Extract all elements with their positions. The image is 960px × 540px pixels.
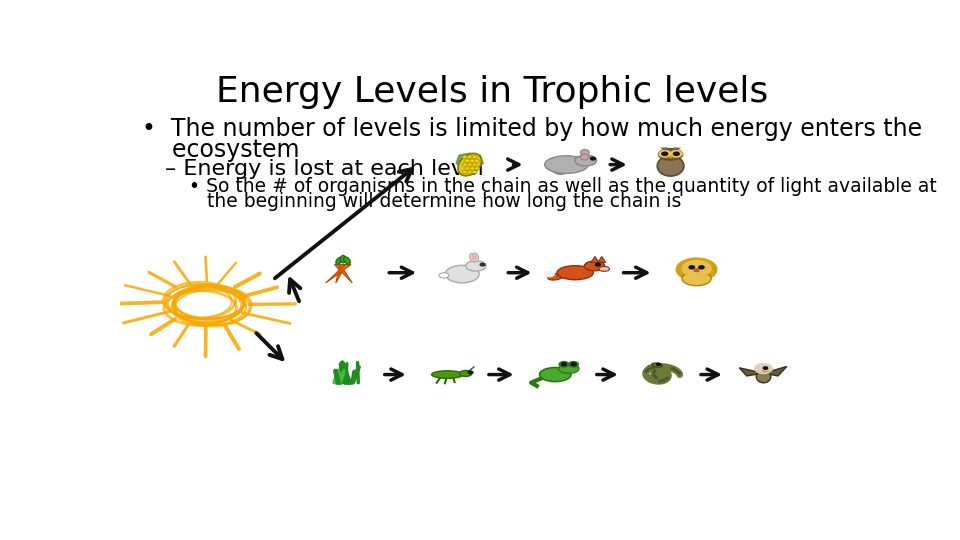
Ellipse shape — [340, 255, 347, 263]
Circle shape — [763, 367, 768, 369]
Ellipse shape — [469, 254, 476, 262]
Text: – Energy is lost at each level: – Energy is lost at each level — [165, 159, 484, 179]
Ellipse shape — [658, 156, 684, 176]
Text: •  The number of levels is limited by how much energy enters the: • The number of levels is limited by how… — [142, 117, 923, 141]
Circle shape — [439, 273, 448, 278]
Ellipse shape — [468, 171, 472, 174]
Polygon shape — [660, 147, 668, 150]
Polygon shape — [336, 265, 347, 283]
Polygon shape — [598, 256, 606, 262]
Circle shape — [568, 362, 579, 367]
Ellipse shape — [472, 253, 478, 262]
Ellipse shape — [659, 148, 683, 160]
Ellipse shape — [466, 261, 486, 271]
Ellipse shape — [557, 266, 593, 280]
Circle shape — [480, 263, 485, 266]
Ellipse shape — [463, 171, 468, 174]
Circle shape — [689, 266, 694, 269]
Circle shape — [590, 157, 595, 160]
Ellipse shape — [474, 159, 479, 163]
Ellipse shape — [469, 159, 474, 163]
Ellipse shape — [458, 153, 482, 176]
Ellipse shape — [581, 154, 589, 160]
Ellipse shape — [474, 167, 479, 170]
Polygon shape — [739, 368, 763, 376]
Ellipse shape — [559, 364, 579, 373]
Ellipse shape — [336, 257, 343, 264]
Text: ecosystem: ecosystem — [142, 138, 300, 161]
Circle shape — [571, 363, 576, 366]
Circle shape — [559, 362, 568, 367]
Circle shape — [683, 260, 711, 277]
Ellipse shape — [472, 163, 477, 166]
Ellipse shape — [652, 363, 662, 367]
Ellipse shape — [344, 257, 350, 264]
Ellipse shape — [460, 370, 471, 376]
Circle shape — [755, 364, 772, 374]
Circle shape — [676, 258, 717, 281]
Text: the beginning will determine how long the chain is: the beginning will determine how long th… — [165, 192, 681, 211]
Circle shape — [659, 151, 670, 157]
Circle shape — [595, 263, 600, 266]
Ellipse shape — [599, 266, 610, 271]
Circle shape — [544, 271, 554, 277]
Polygon shape — [763, 367, 787, 376]
Ellipse shape — [463, 163, 468, 166]
Ellipse shape — [683, 272, 711, 286]
Ellipse shape — [472, 156, 477, 159]
Ellipse shape — [548, 273, 564, 280]
Ellipse shape — [465, 167, 469, 170]
Ellipse shape — [463, 156, 468, 159]
Ellipse shape — [581, 150, 589, 156]
Text: Energy Levels in Trophic levels: Energy Levels in Trophic levels — [216, 75, 768, 109]
Polygon shape — [334, 265, 352, 283]
Circle shape — [674, 152, 680, 156]
Ellipse shape — [585, 261, 605, 271]
Polygon shape — [667, 156, 674, 159]
Ellipse shape — [432, 371, 463, 379]
Ellipse shape — [575, 155, 596, 166]
Polygon shape — [469, 153, 483, 174]
Circle shape — [657, 363, 660, 366]
Circle shape — [661, 152, 667, 156]
Circle shape — [694, 269, 699, 272]
Ellipse shape — [756, 370, 771, 383]
Circle shape — [670, 151, 683, 157]
Text: • So the # of organisms in the chain as well as the quantity of light available : • So the # of organisms in the chain as … — [165, 177, 936, 196]
Ellipse shape — [468, 156, 472, 159]
Circle shape — [562, 363, 566, 366]
Polygon shape — [325, 265, 351, 283]
Polygon shape — [673, 147, 682, 150]
Ellipse shape — [472, 171, 477, 174]
Polygon shape — [591, 256, 599, 262]
Ellipse shape — [544, 156, 588, 173]
Circle shape — [699, 266, 704, 269]
Ellipse shape — [469, 167, 474, 170]
Ellipse shape — [465, 159, 469, 163]
Ellipse shape — [474, 254, 477, 260]
Ellipse shape — [468, 163, 472, 166]
Ellipse shape — [445, 265, 479, 283]
Polygon shape — [456, 153, 469, 174]
Ellipse shape — [471, 255, 474, 261]
Ellipse shape — [540, 368, 571, 382]
Circle shape — [468, 371, 473, 374]
Polygon shape — [761, 370, 772, 373]
